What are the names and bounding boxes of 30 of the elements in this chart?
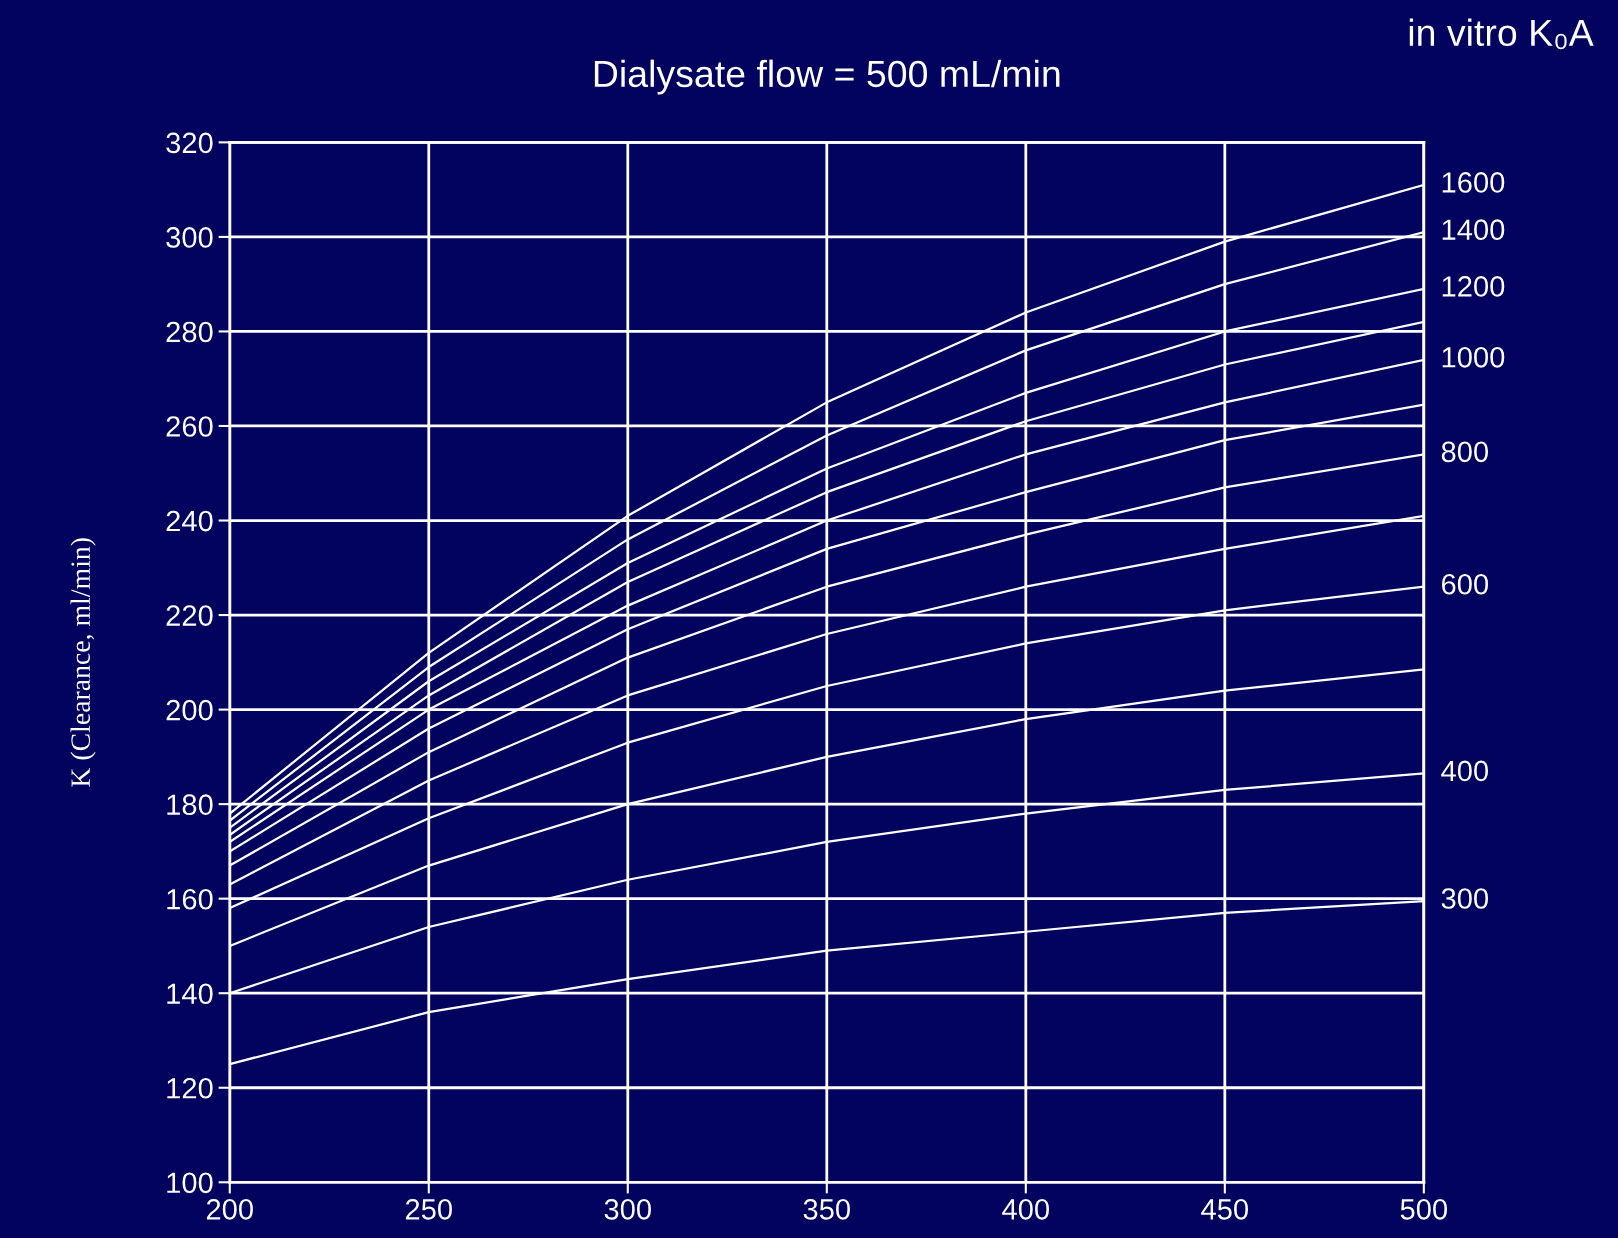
series-label: 1200 — [1442, 276, 1505, 297]
y-tick-label: 140 — [167, 983, 213, 1005]
y-tick-label: 240 — [166, 510, 213, 532]
y-tick-label: 120 — [167, 1077, 213, 1099]
series-label: 400 — [1441, 760, 1489, 782]
x-tick-label: 500 — [1400, 1199, 1448, 1220]
y-tick-label: 320 — [166, 132, 213, 154]
x-tick-label: 200 — [206, 1199, 253, 1220]
x-tick-label: 400 — [1002, 1199, 1050, 1220]
y-tick-label: 180 — [167, 794, 213, 815]
series-label: 1600 — [1442, 172, 1505, 193]
y-tick-label: 260 — [166, 416, 213, 437]
legend-title: in vitro K₀A — [1409, 18, 1594, 50]
y-tick-label: 160 — [167, 888, 213, 910]
chart-title: Dialysate flow = 500 mL/min — [594, 59, 1060, 95]
x-tick-label: 250 — [405, 1199, 452, 1220]
x-tick-label: 450 — [1201, 1199, 1249, 1220]
x-tick-label: 300 — [604, 1199, 651, 1220]
x-tick-label: 350 — [803, 1199, 850, 1220]
y-tick-label: 300 — [166, 227, 213, 248]
y-tick-label: 200 — [166, 699, 213, 721]
y-axis-title: K (Clearance, ml/min) — [70, 538, 96, 787]
y-tick-label: 100 — [167, 1172, 213, 1194]
series-label: 1000 — [1442, 346, 1505, 368]
series-label: 300 — [1441, 888, 1489, 909]
series-label: 1400 — [1442, 219, 1505, 241]
y-tick-label: 220 — [166, 605, 213, 626]
y-tick-label: 280 — [166, 321, 213, 343]
series-label: 800 — [1441, 441, 1489, 463]
series-label: 600 — [1441, 573, 1489, 595]
